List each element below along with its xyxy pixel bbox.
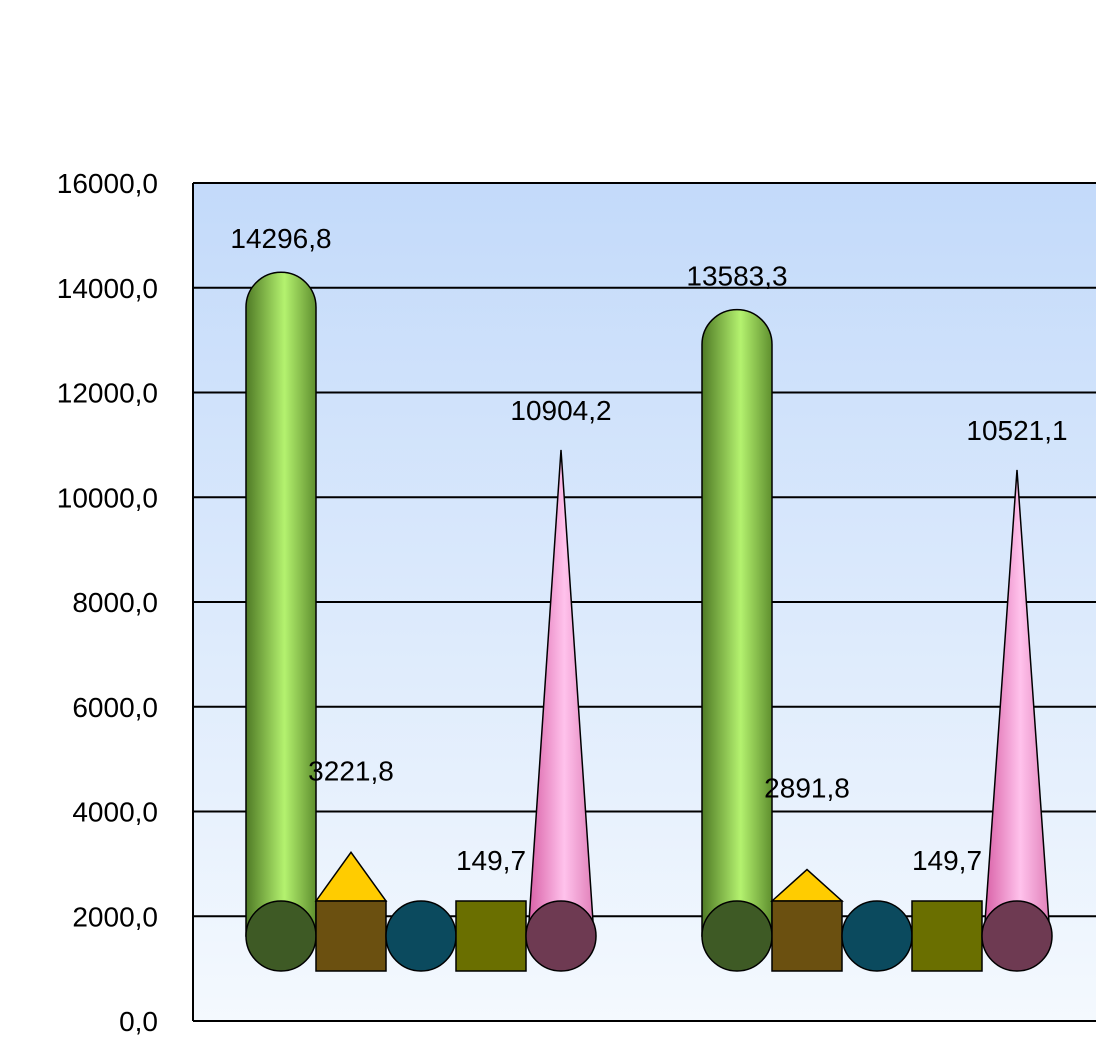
data-labels: 14296,8 13583,3 3221,8 2891,8 149,7 149,7 1090… — [230, 223, 1067, 876]
chart-marks — [245, 271, 1053, 972]
data-label: 149,7 — [912, 845, 982, 876]
data-label: 14296,8 — [230, 223, 331, 254]
data-label: 149,7 — [456, 845, 526, 876]
y-axis: 0,0 2000,0 4000,0 6000,0 8000,0 10000,0 12000,… — [57, 168, 194, 1037]
data-label: 13583,3 — [686, 261, 787, 292]
y-tick-label: 6000,0 — [72, 692, 158, 723]
pyramid-bar-base — [315, 900, 387, 972]
y-tick-label: 2000,0 — [72, 901, 158, 932]
data-label: 10521,1 — [966, 415, 1067, 446]
cylinder-bar — [701, 308, 773, 937]
cone-bar-base — [525, 900, 597, 972]
y-tick-label: 4000,0 — [72, 797, 158, 828]
y-tick-label: 10000,0 — [57, 482, 158, 513]
gridlines — [193, 182, 1096, 1022]
cylinder-bar — [245, 271, 317, 937]
sphere-bar — [841, 900, 913, 972]
y-tick-label: 8000,0 — [72, 587, 158, 618]
y-tick-label: 16000,0 — [57, 168, 158, 199]
y-tick-label: 14000,0 — [57, 273, 158, 304]
cone-bar-base — [981, 900, 1053, 972]
data-label: 3221,8 — [308, 755, 394, 786]
y-tick-label: 0,0 — [119, 1006, 158, 1037]
data-label: 2891,8 — [764, 773, 850, 804]
sphere-bar — [385, 900, 457, 972]
y-tick-label: 12000,0 — [57, 378, 158, 409]
box-bar — [911, 900, 983, 972]
cylinder-bar-base — [701, 900, 773, 972]
cylinder-bar-base — [245, 900, 317, 972]
data-label: 10904,2 — [510, 395, 611, 426]
box-bar — [455, 900, 527, 972]
pyramid-bar-base — [771, 900, 843, 972]
